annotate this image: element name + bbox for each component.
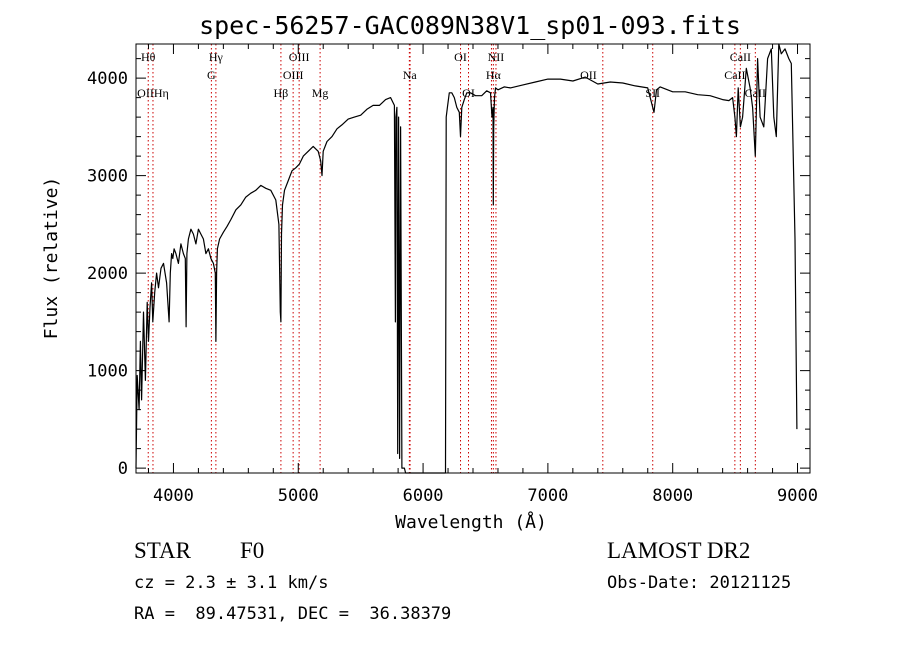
spectral-line-label: CaII [724,68,745,82]
spectral-line-label: NII [488,50,505,64]
spectral-line-label: SII [645,86,660,100]
observation-date: Obs-Date: 20121125 [607,573,792,593]
coordinates-readout: RA = 89.47531, DEC = 36.38379 [134,604,452,624]
chart-title: spec-56257-GAC089N38V1_sp01-093.fits [199,11,741,40]
spectral-line-label: CaII [730,50,751,64]
spectral-line-label: Mg [312,86,329,100]
x-tick-label: 6000 [403,486,444,506]
spectral-line-label: Hγ [209,50,224,64]
plot-area: 4000 5000 6000 7000 8000 9000 0 1000 2000 3000 400… [87,43,818,506]
y-tick-label: 4000 [87,69,128,89]
spectrum-line [135,43,798,474]
spectral-line-label: OII [580,68,597,82]
redshift-readout: cz = 2.3 ± 3.1 km/s [134,573,329,593]
spectral-line-label: Hθ [141,50,156,64]
spectral-line-label: Hα [486,68,502,82]
y-tick-label: 1000 [87,362,128,382]
y-tick-label: 0 [118,459,128,479]
y-tick-label: 3000 [87,167,128,187]
survey-name: LAMOST DR2 [607,538,751,563]
spectral-line-label: G [207,68,216,82]
x-tick-label: 4000 [153,486,194,506]
spectral-line-label: OI [462,86,475,100]
spectral-line-label: Na [403,68,418,82]
object-class: STAR [134,538,191,563]
spectral-line-label: OI [454,50,467,64]
plot-frame [135,43,811,474]
object-subclass: F0 [240,538,265,563]
x-tick-label: 9000 [777,486,818,506]
x-tick-label: 8000 [652,486,693,506]
y-axis-label: Flux (relative) [41,177,62,340]
spectral-line-label: OIII [283,68,304,82]
x-tick-label: 5000 [278,486,319,506]
spectral-line-label: CaII [745,86,766,100]
x-tick-label: 7000 [527,486,568,506]
spectral-line-label: OIII [289,50,310,64]
x-axis-label: Wavelength (Å) [395,511,547,533]
spectral-line-label: OIIHη [137,86,169,100]
spectral-line-label: Hβ [274,86,289,100]
y-tick-label: 2000 [87,264,128,284]
